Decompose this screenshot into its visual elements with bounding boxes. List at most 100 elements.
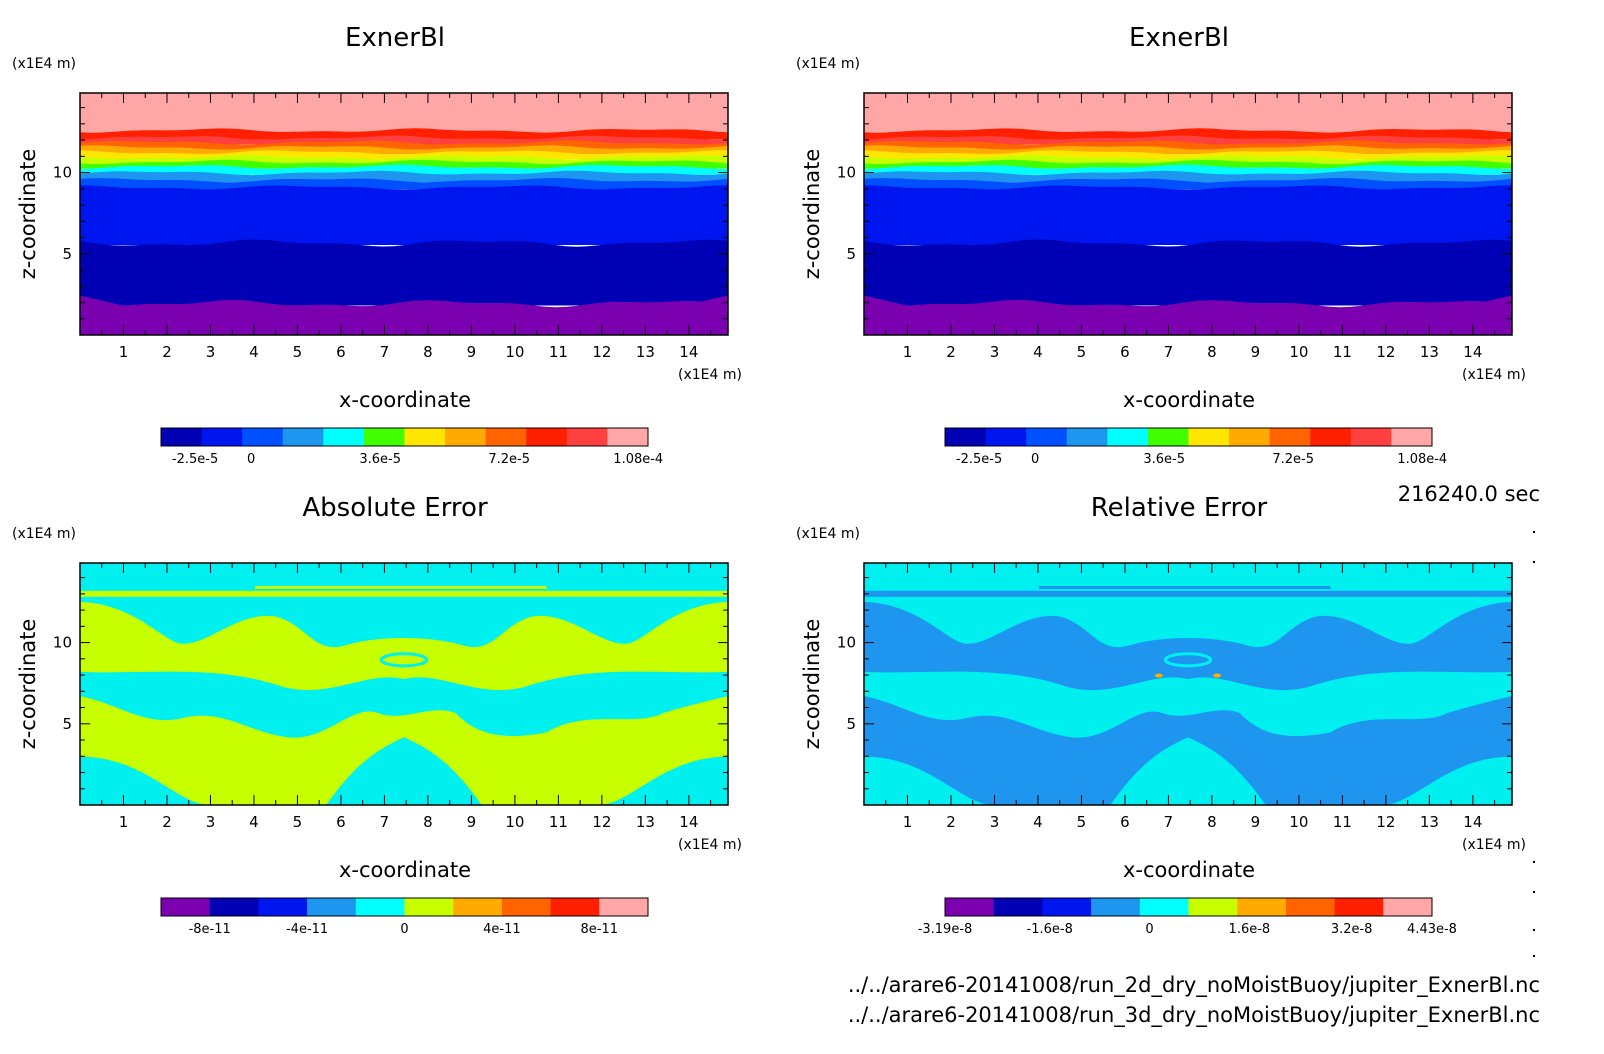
- x-tick-label: 9: [467, 343, 477, 361]
- x-tick-label: 2: [162, 813, 172, 831]
- x-axis-label: x-coordinate: [1123, 858, 1255, 882]
- x-tick-label: 13: [636, 343, 655, 361]
- y-tick-label: 5: [846, 245, 856, 263]
- panel-bottom-left: Absolute Error(x1E4 m)1 2 3 4 5 6 7 8 9 10 11 12 13 1…: [12, 493, 742, 937]
- colorbar-swatch: [209, 898, 259, 916]
- error-stripe: [1038, 585, 1331, 589]
- x-tick-label: 9: [1251, 343, 1261, 361]
- x-tick-label: 8: [1207, 343, 1217, 361]
- x-tick-label: 4: [249, 343, 259, 361]
- y-axis-label: z-coordinate: [16, 149, 40, 280]
- x-tick-label: 13: [1420, 813, 1439, 831]
- colorbar-swatch: [566, 428, 608, 446]
- colorbar-swatch: [404, 428, 446, 446]
- x-tick-label: 6: [1120, 343, 1130, 361]
- colorbar-swatch: [1066, 428, 1108, 446]
- colorbar-tick-label: 8e-11: [581, 922, 619, 937]
- error-spot: [1154, 673, 1163, 678]
- x-tick-label: 3: [206, 343, 216, 361]
- colorbar-swatch: [307, 898, 357, 916]
- x-tick-label: 5: [293, 343, 303, 361]
- x-tick-label: 14: [1463, 343, 1482, 361]
- colorbar-tick-label: -2.5e-5: [956, 452, 1002, 467]
- colorbar-swatch: [258, 898, 308, 916]
- colorbar-tick-label: -2.5e-5: [172, 452, 218, 467]
- colorbar-swatch: [1350, 428, 1392, 446]
- colorbar-swatch: [363, 428, 405, 446]
- plot-frame: [79, 92, 729, 336]
- panel-top-left: ExnerBl(x1E4 m)1 2 3 4 5 6 7 8 9 10 11 12 13 14510(x1…: [12, 23, 742, 467]
- x-axis-label: x-coordinate: [1123, 388, 1255, 412]
- colorbar-swatch: [1334, 898, 1384, 916]
- colorbar-tick-label: 1.08e-4: [613, 452, 663, 467]
- x-tick-label: 1: [119, 343, 129, 361]
- contour-band: [864, 177, 1512, 190]
- error-region: [80, 696, 728, 805]
- colorbar-swatch: [550, 898, 600, 916]
- colorbar-tick-label: -4e-11: [286, 922, 328, 937]
- x-tick-label: 9: [467, 813, 477, 831]
- x-tick-label: 1: [903, 343, 913, 361]
- x-axis-label: x-coordinate: [339, 388, 471, 412]
- panel-title: Absolute Error: [302, 493, 488, 523]
- contour-band: [864, 185, 1512, 246]
- x-tick-label: 3: [206, 813, 216, 831]
- colorbar-tick-label: 4.43e-8: [1407, 922, 1457, 937]
- colorbar-tick-label: 0: [1031, 452, 1039, 467]
- colorbar-frame: [160, 427, 649, 447]
- x-tick-label: 8: [423, 813, 433, 831]
- time-label: 216240.0 sec: [1398, 482, 1540, 506]
- y-axis-label: z-coordinate: [800, 149, 824, 280]
- x-tick-label: 5: [293, 813, 303, 831]
- colorbar-swatch: [161, 428, 203, 446]
- colorbar-swatch: [161, 898, 211, 916]
- x-tick-label: 10: [1289, 813, 1308, 831]
- panel-title: ExnerBl: [1129, 23, 1229, 53]
- file-path-1: ../../arare6-20141008/run_2d_dry_noMoist…: [848, 973, 1540, 998]
- contour-band: [80, 185, 728, 246]
- x-tick-label: 14: [679, 813, 698, 831]
- x-tick-label: 2: [946, 343, 956, 361]
- x-tick-label: 2: [946, 813, 956, 831]
- panel-bottom-right: Relative Error(x1E4 m)1 2 3 4 5 6 7 8 9 10 11 12 13 1…: [796, 493, 1526, 937]
- plot-area: [864, 563, 1512, 805]
- colorbar-swatch: [945, 898, 995, 916]
- x-axis-label: x-coordinate: [339, 858, 471, 882]
- y-axis-label: z-coordinate: [800, 619, 824, 750]
- colorbar-swatch: [1147, 428, 1189, 446]
- colorbar-swatch: [1188, 898, 1238, 916]
- margin-dot: [1532, 560, 1536, 564]
- colorbar-swatch: [1383, 898, 1433, 916]
- margin-dot: [1532, 890, 1536, 894]
- colorbar-swatch: [501, 898, 552, 916]
- y-tick-label: 10: [53, 164, 72, 182]
- x-tick-label: 1: [903, 813, 913, 831]
- colorbar-swatch: [945, 428, 987, 446]
- colorbar-tick-label: 3.6e-5: [359, 452, 401, 467]
- y-tick-label: 5: [846, 715, 856, 733]
- y-unit-label: (x1E4 m): [796, 526, 860, 542]
- colorbar-frame: [160, 897, 649, 917]
- margin-dot: [1532, 954, 1536, 958]
- x-tick-label: 6: [1120, 813, 1130, 831]
- x-unit-label: (x1E4 m): [678, 837, 742, 853]
- x-tick-label: 12: [1376, 813, 1395, 831]
- colorbar-swatch: [485, 428, 527, 446]
- colorbar-tick-label: -8e-11: [189, 922, 231, 937]
- x-tick-label: 11: [1333, 343, 1352, 361]
- x-tick-label: 13: [636, 813, 655, 831]
- colorbar-tick-label: 3.2e-8: [1331, 922, 1373, 937]
- colorbar-swatch: [1188, 428, 1230, 446]
- x-tick-label: 10: [505, 813, 524, 831]
- x-tick-label: 3: [990, 343, 1000, 361]
- x-tick-label: 7: [1164, 343, 1174, 361]
- colorbar-swatch: [453, 898, 503, 916]
- contour-band: [80, 93, 728, 133]
- colorbar-swatch: [282, 428, 324, 446]
- x-tick-label: 10: [505, 343, 524, 361]
- colorbar-swatch: [607, 428, 649, 446]
- y-unit-label: (x1E4 m): [796, 56, 860, 72]
- colorbar-tick-label: 3.6e-5: [1143, 452, 1185, 467]
- panel-title: ExnerBl: [345, 23, 445, 53]
